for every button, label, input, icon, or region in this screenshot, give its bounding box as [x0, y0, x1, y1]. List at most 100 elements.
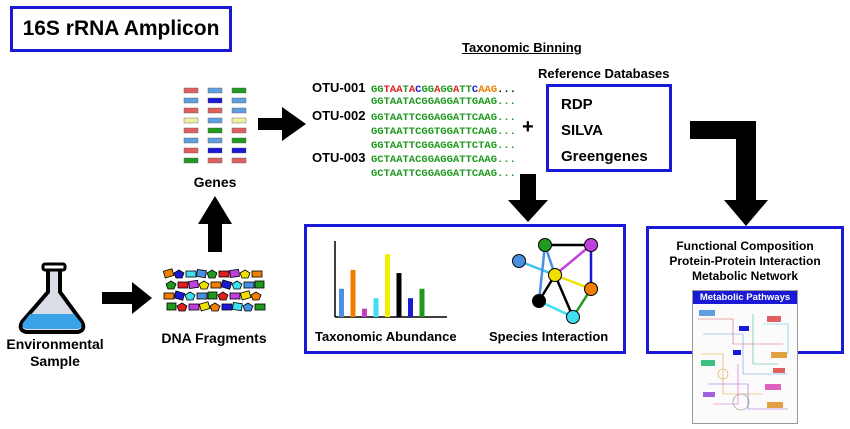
dna-fragment [254, 303, 266, 311]
dna-fragment [218, 270, 230, 278]
sequence-row: GGTAATTCGGAGGATTCTAG... [371, 140, 516, 152]
dna-fragment [229, 268, 240, 278]
genes-label: Genes [193, 174, 237, 190]
dna-fragment [254, 280, 265, 289]
diagram-title: 16S rRNA Amplicon [10, 6, 232, 52]
arrow-genes-to-otus [258, 107, 306, 141]
metabolic-pathways-title: Metabolic Pathways [693, 291, 797, 304]
functional-composition: Functional Composition [676, 239, 814, 253]
gene-bar [207, 127, 223, 134]
taxonomic-binning-label: Taxonomic Binning [462, 40, 582, 55]
network-node [584, 238, 598, 252]
dna-fragments-label: DNA Fragments [161, 330, 267, 346]
dna-fragment [217, 291, 229, 301]
network-node [512, 254, 526, 268]
sequence-row: GCTAATACGGAGGATTCAAG... [371, 154, 516, 166]
dna-fragment [239, 269, 251, 279]
taxonomic-abundance-label: Taxonomic Abundance [315, 329, 457, 344]
dna-fragment [188, 279, 199, 289]
reference-databases-box: RDP SILVA Greengenes [546, 84, 672, 172]
network-node [548, 268, 562, 282]
environmental-sample-label: Environmental Sample [6, 336, 104, 369]
dna-fragment [206, 269, 218, 279]
dna-fragment [209, 302, 221, 312]
sequence-segment: A [452, 84, 460, 96]
gene-bar [231, 97, 247, 104]
sequence-segment: TAA [383, 84, 403, 96]
gene-bar [207, 117, 223, 124]
gene-bar [231, 137, 247, 144]
gene-bar [207, 147, 223, 154]
flask-icon [18, 262, 86, 334]
sequence-row: GCTAATTCGGAGGATTCAAG... [371, 168, 516, 180]
dna-fragment [243, 281, 255, 289]
metabolic-pathways-map: Metabolic Pathways [692, 290, 798, 424]
species-interaction-network [512, 238, 598, 324]
dna-fragment [221, 303, 233, 311]
dna-fragment [198, 301, 211, 312]
dna-fragment [166, 302, 177, 311]
dna-fragment [232, 302, 243, 312]
dna-fragment [163, 292, 175, 300]
gene-bar [183, 157, 199, 164]
gene-bar [183, 87, 199, 94]
sequence-segment: A [434, 84, 441, 96]
plus-sign: + [522, 116, 534, 138]
gene-bar [183, 97, 199, 104]
arrow-fragments-to-genes [198, 196, 232, 252]
network-node [532, 294, 546, 308]
otu-label: OTU-001 [312, 80, 366, 95]
species-interaction-label: Species Interaction [489, 329, 609, 344]
database-greengenes: Greengenes [561, 148, 648, 165]
arrow-otus-to-analysis [508, 174, 548, 222]
sequence-row: GGTAATACGGAGGATTCAAG... [371, 84, 516, 96]
dna-fragment [220, 279, 233, 290]
gene-bar [207, 87, 223, 94]
metabolic-network: Metabolic Network [691, 269, 799, 283]
sequence-segment: GGTAATTCGGTGGATTCAAG... [371, 126, 516, 138]
sequence-segment: T [402, 84, 409, 96]
analysis-svg [334, 238, 598, 324]
reference-databases-label: Reference Databases [538, 66, 670, 81]
otu-label: OTU-003 [312, 150, 366, 165]
sequence-segment: A [408, 84, 416, 96]
dna-fragment [162, 268, 175, 279]
gene-bar [231, 117, 247, 124]
gene-bar [183, 147, 199, 154]
network-node [584, 282, 598, 296]
gene-bar [183, 107, 199, 114]
dna-fragment [176, 302, 188, 312]
bar [408, 298, 413, 317]
sequence-segment: GGTAATTCGGAGGATTCAAG... [371, 112, 516, 124]
sequence-segment: GCTAATACGGAGGATTCAAG... [371, 154, 516, 166]
bar [385, 254, 390, 317]
dna-fragment [185, 270, 197, 278]
sequence-segment: TT [459, 84, 472, 96]
sequence-segment: C [415, 84, 422, 96]
gene-bar [207, 137, 223, 144]
gene-bar [231, 147, 247, 154]
network-node [538, 238, 552, 252]
gene-bar [183, 137, 199, 144]
dna-fragment [173, 269, 185, 279]
gene-bar [183, 127, 199, 134]
gene-bar [231, 87, 247, 94]
dna-fragment [165, 280, 177, 290]
gene-bar [207, 157, 223, 164]
bar [396, 273, 402, 317]
arrow-databases-to-functional [690, 121, 768, 226]
otu-label: OTU-002 [312, 108, 366, 123]
functional-list: Functional Composition Protein-Protein I… [649, 229, 841, 284]
network-edge [553, 274, 575, 318]
bar [362, 308, 367, 317]
dna-fragment [231, 280, 243, 290]
sequence-segment: GGTAATACGGAGGATTGAAG... [371, 96, 516, 108]
dna-fragment [229, 292, 241, 300]
sequence-segment: GG [440, 84, 453, 96]
dna-fragment [207, 291, 218, 300]
sequence-row: GGTAATACGGAGGATTGAAG... [371, 96, 516, 108]
network-node [566, 310, 580, 324]
sequence-segment: GGTAATTCGGAGGATTCTAG... [371, 140, 516, 152]
gene-bar [231, 107, 247, 114]
